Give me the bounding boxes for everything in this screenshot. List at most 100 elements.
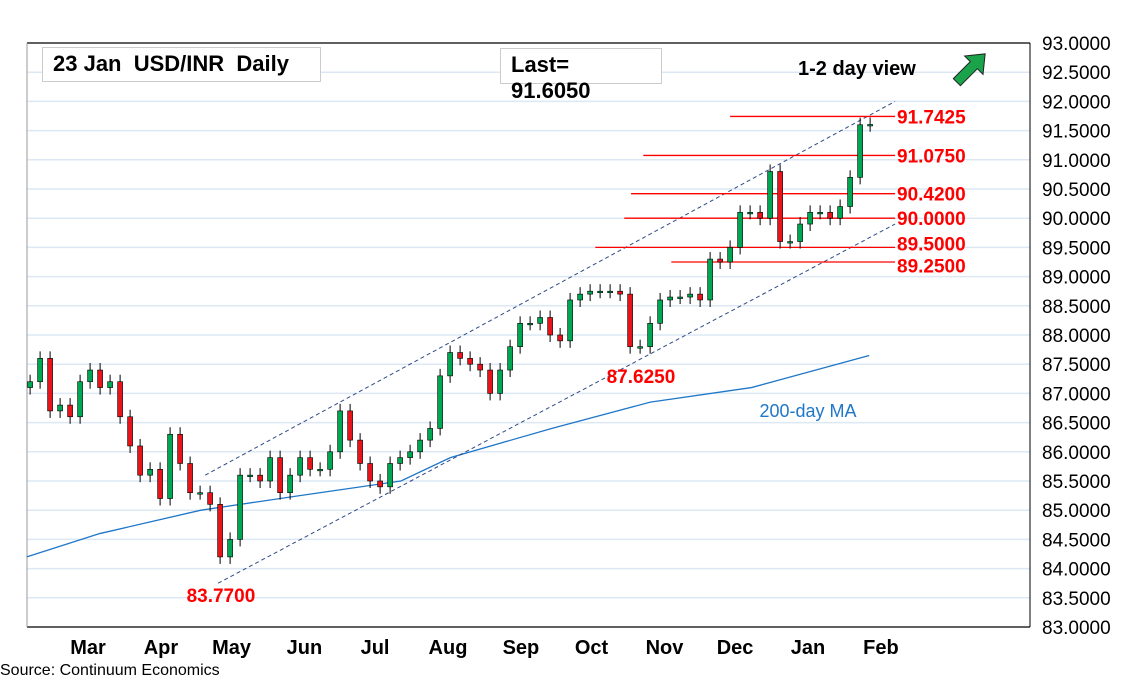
candle-body — [487, 369, 493, 394]
x-tick-label: Sep — [503, 637, 540, 659]
candle-body — [717, 258, 723, 263]
candle-body — [397, 457, 403, 464]
candle-body — [707, 258, 713, 301]
candle-body — [347, 410, 353, 441]
x-tick-label: Jul — [361, 637, 390, 659]
candle-body — [867, 124, 873, 127]
chart-title: 23 Jan USD/INR Daily — [53, 51, 289, 76]
candle-body — [577, 293, 583, 301]
candle-body — [327, 451, 333, 470]
candle-body — [197, 492, 203, 495]
y-tick-label: 87.5000 — [1042, 355, 1111, 376]
last-price: Last= 91.6050 — [511, 52, 591, 103]
y-tick-label: 87.0000 — [1042, 384, 1111, 405]
candle-body — [507, 346, 513, 371]
candle-body — [537, 317, 543, 324]
level-label: 89.5000 — [897, 235, 966, 256]
candle-body — [297, 457, 303, 476]
candle-body — [407, 451, 413, 458]
level-label: 90.0000 — [897, 209, 966, 230]
y-tick-label: 92.0000 — [1042, 92, 1111, 113]
candle-body — [647, 323, 653, 347]
source-label: Source: Continuum Economics — [0, 662, 220, 679]
y-tick-label: 93.0000 — [1042, 34, 1111, 55]
candle-body — [807, 212, 813, 225]
candle-body — [417, 439, 423, 453]
y-tick-label: 91.0000 — [1042, 151, 1111, 172]
candle-body — [247, 474, 253, 477]
candle-body — [657, 299, 663, 324]
arrow-up-right-icon — [952, 53, 986, 87]
candle-body — [167, 433, 173, 499]
candle-body — [687, 293, 693, 298]
chart-title-box: 23 Jan USD/INR Daily — [42, 47, 321, 82]
y-tick-label: 89.0000 — [1042, 268, 1111, 289]
candle-body — [87, 369, 93, 383]
candle-body — [427, 428, 433, 441]
x-tick-label: Jun — [287, 637, 323, 659]
candle-body — [597, 290, 603, 294]
candle-body — [107, 381, 113, 388]
level-label: 91.0750 — [897, 146, 966, 167]
candle-body — [277, 457, 283, 493]
y-tick-label: 86.0000 — [1042, 443, 1111, 464]
y-tick-label: 86.5000 — [1042, 414, 1111, 435]
candle-body — [257, 474, 263, 482]
candle-body — [267, 457, 273, 482]
price-annotation: 83.7700 — [187, 586, 256, 607]
candle-body — [637, 346, 643, 349]
candle-body — [737, 212, 743, 248]
candle-body — [147, 469, 153, 476]
candle-body — [667, 296, 673, 301]
candle-body — [377, 480, 383, 488]
candle-body — [117, 381, 123, 418]
candle-body — [567, 299, 573, 342]
y-tick-label: 84.5000 — [1042, 530, 1111, 551]
level-label: 91.7425 — [897, 107, 966, 128]
candle-body — [617, 290, 623, 295]
x-tick-label: Mar — [70, 637, 106, 659]
candle-body — [837, 206, 843, 219]
candle-body — [727, 247, 733, 263]
y-tick-label: 85.0000 — [1042, 501, 1111, 522]
candle-body — [457, 352, 463, 359]
candle-body — [857, 124, 863, 178]
candle-body — [57, 404, 63, 412]
candle-body — [97, 369, 103, 388]
x-tick-label: Apr — [144, 637, 179, 659]
candle-body — [67, 404, 73, 418]
candle-body — [747, 212, 753, 215]
candle-body — [767, 171, 773, 219]
candle-body — [627, 293, 633, 347]
candle-body — [697, 293, 703, 301]
y-tick-label: 83.0000 — [1042, 618, 1111, 639]
candle-body — [387, 463, 393, 488]
candle-body — [467, 358, 473, 365]
ma200-label: 200-day MA — [759, 401, 856, 421]
candle-body — [307, 457, 313, 470]
candle-body — [237, 474, 243, 540]
candle-body — [187, 463, 193, 493]
ma200-line — [26, 354, 870, 558]
candle-body — [787, 241, 793, 244]
candle-body — [27, 381, 33, 388]
candle-body — [677, 296, 683, 299]
x-tick-label: Feb — [863, 637, 899, 659]
y-tick-label: 90.0000 — [1042, 209, 1111, 230]
y-tick-label: 88.0000 — [1042, 326, 1111, 347]
candle-body — [557, 334, 563, 342]
y-tick-label: 88.5000 — [1042, 297, 1111, 318]
candle-body — [127, 416, 133, 447]
candle-body — [607, 290, 613, 294]
candle-body — [137, 445, 143, 476]
y-tick-label: 83.5000 — [1042, 589, 1111, 610]
candle-body — [437, 375, 443, 429]
y-tick-label: 85.5000 — [1042, 472, 1111, 493]
y-tick-label: 84.0000 — [1042, 560, 1111, 581]
y-tick-label: 92.5000 — [1042, 63, 1111, 84]
view-label: 1-2 day view — [798, 58, 916, 80]
channel-upper-line — [204, 100, 896, 476]
candle-body — [777, 171, 783, 242]
candle-body — [587, 290, 593, 295]
